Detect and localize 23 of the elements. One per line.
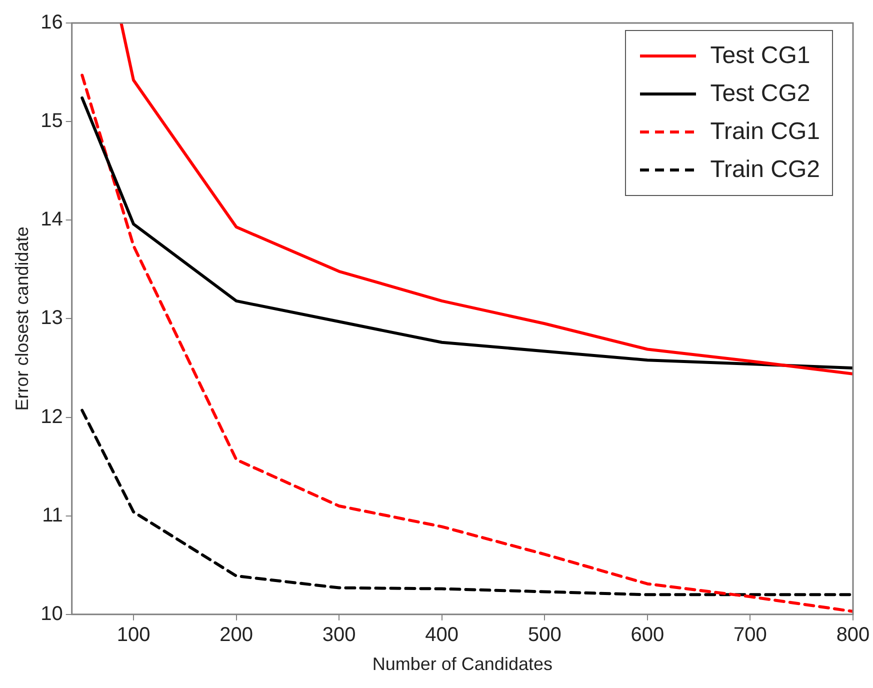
legend-label: Test CG1 [710, 42, 810, 70]
x-tick-label: 300 [322, 624, 356, 646]
line-series [80, 408, 853, 596]
y-tick-label: 11 [42, 504, 63, 526]
y-tick-label: 12 [40, 406, 63, 428]
x-tick-label: 600 [630, 624, 664, 646]
x-tick-label: 500 [528, 624, 562, 646]
legend-label: Train CG2 [710, 156, 820, 184]
line-series [80, 74, 853, 613]
legend-label: Train CG1 [710, 118, 820, 146]
x-tick-label: 700 [734, 624, 767, 646]
y-axis-title: Error closest candidate [12, 226, 32, 411]
y-tick-label: 16 [40, 12, 63, 34]
x-tick-label: 800 [836, 624, 870, 646]
x-tick-label: 200 [220, 624, 253, 646]
y-tick-label: 13 [40, 307, 63, 330]
y-tick-label: 15 [40, 110, 63, 132]
legend-label: Test CG2 [710, 80, 810, 108]
y-tick-label: 14 [40, 208, 63, 231]
x-axis-title: Number of Candidates [372, 654, 552, 674]
x-tick-label: 400 [425, 624, 459, 646]
y-tick-label: 10 [40, 602, 63, 625]
x-tick-label: 100 [116, 624, 150, 646]
